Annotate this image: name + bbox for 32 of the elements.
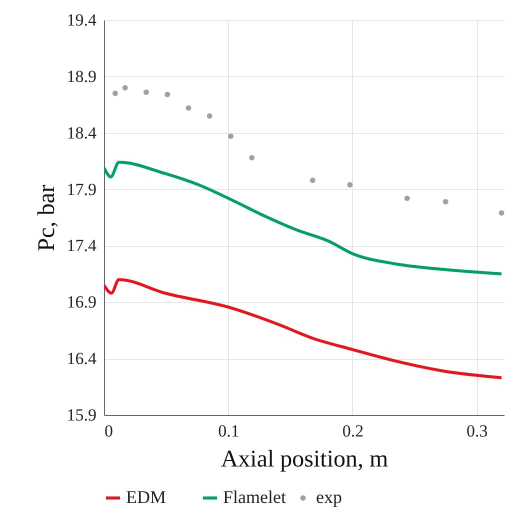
point: [310, 178, 316, 183]
x-tick-label: 0: [104, 422, 113, 440]
y-tick-label: 16.9: [66, 292, 96, 312]
y-axis-title: Pc, bar: [34, 184, 60, 252]
legend-label: exp: [316, 487, 342, 507]
point: [442, 198, 448, 204]
legend-label: EDM: [126, 487, 166, 507]
point: [404, 196, 410, 202]
legend-label: Flamelet: [223, 487, 286, 507]
point: [122, 84, 128, 90]
x-axis-title: Axial position, m: [220, 446, 388, 472]
point: [186, 105, 192, 111]
point: [249, 154, 255, 160]
point: [112, 90, 118, 96]
point: [498, 210, 504, 216]
x-tick-label: 0.3: [466, 422, 488, 440]
point: [164, 92, 170, 98]
line-series: [104, 160, 504, 276]
point: [143, 89, 149, 95]
y-tick-label: 16.4: [66, 349, 97, 368]
y-tick-label: 17.9: [66, 180, 96, 199]
x-tick-label: 0.2: [342, 422, 364, 440]
y-tick-label: 17.4: [66, 236, 97, 256]
x-tick-label: 0.1: [218, 422, 240, 440]
y-tick-label: 15.9: [66, 406, 96, 424]
y-tick-label: 18.4: [66, 123, 97, 142]
y-tick-label: 18.9: [66, 66, 96, 86]
point: [206, 113, 212, 119]
point: [228, 134, 234, 139]
y-tick-label: 19.4: [66, 10, 97, 30]
point: [347, 182, 353, 188]
line-series: [104, 278, 504, 380]
